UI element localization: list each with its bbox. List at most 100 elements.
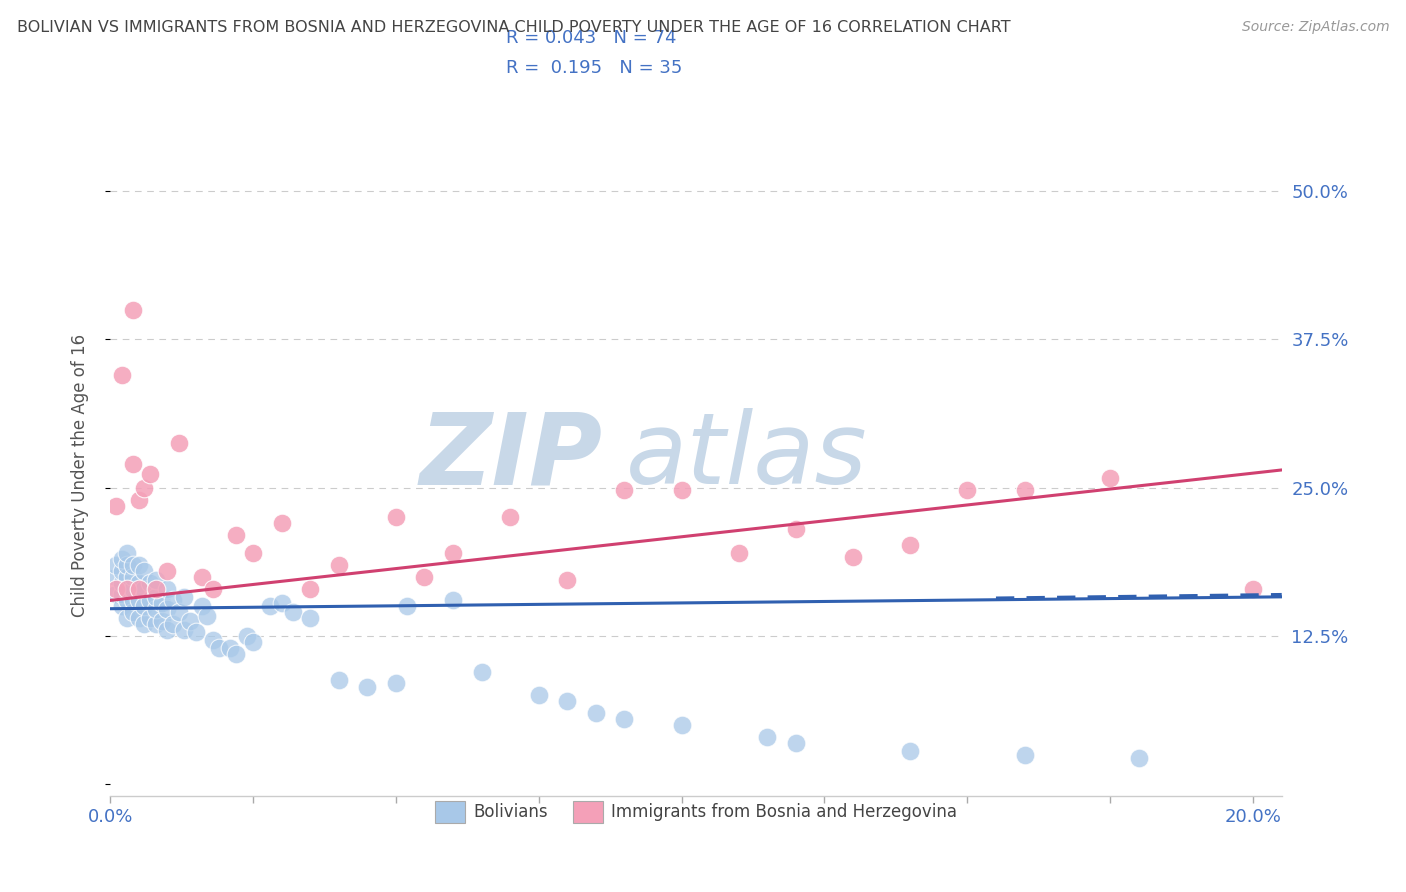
Point (555, 694, 578, 708)
Point (115, 611, 138, 625)
Point (785, 522, 807, 536)
Point (122, 457, 145, 471)
Point (236, 629, 259, 643)
Point (110, 599, 132, 614)
Point (162, 617, 184, 632)
Point (671, 718, 693, 732)
Point (145, 573, 167, 587)
Point (104, 558, 127, 572)
Point (122, 558, 145, 572)
Point (1014, 747, 1036, 762)
Point (585, 706, 607, 720)
Point (190, 599, 212, 614)
Point (128, 492, 150, 507)
Point (134, 564, 156, 578)
Point (110, 368, 132, 382)
Point (281, 605, 304, 619)
Point (328, 558, 350, 572)
Point (219, 640, 242, 655)
Text: atlas: atlas (626, 409, 868, 505)
Point (122, 593, 145, 607)
Point (139, 593, 162, 607)
Point (139, 467, 162, 481)
Point (110, 552, 132, 566)
Point (134, 599, 156, 614)
Point (225, 647, 247, 661)
Point (145, 582, 167, 596)
Point (898, 744, 921, 758)
Point (139, 611, 162, 625)
Point (956, 483, 979, 497)
Point (328, 673, 350, 687)
Text: R = 0.043   N = 74: R = 0.043 N = 74 (506, 29, 676, 46)
Point (156, 564, 179, 578)
Point (145, 590, 167, 604)
Point (110, 575, 132, 590)
Text: R =  0.195   N = 35: R = 0.195 N = 35 (506, 59, 682, 77)
Point (527, 688, 550, 702)
Point (173, 623, 195, 637)
Point (134, 481, 156, 495)
Point (122, 605, 145, 619)
Point (134, 617, 156, 632)
Point (122, 302, 145, 317)
Point (104, 587, 127, 601)
Point (201, 582, 224, 596)
Point (128, 611, 150, 625)
Point (299, 611, 322, 625)
Point (1099, 471, 1122, 485)
Point (115, 593, 138, 607)
Point (842, 549, 865, 564)
Point (115, 546, 138, 560)
Point (299, 582, 322, 596)
Point (145, 601, 167, 615)
Point (242, 546, 264, 560)
Point (385, 676, 408, 690)
Legend: Bolivians, Immigrants from Bosnia and Herzegovina: Bolivians, Immigrants from Bosnia and He… (427, 795, 963, 830)
Point (104, 570, 127, 584)
Point (167, 435, 190, 450)
Point (150, 614, 173, 628)
Point (104, 499, 127, 513)
Point (356, 680, 378, 694)
Text: ZIP: ZIP (419, 409, 602, 505)
Point (190, 570, 212, 584)
Point (173, 590, 195, 604)
Point (1014, 483, 1036, 497)
Point (122, 582, 145, 596)
Point (128, 582, 150, 596)
Point (613, 483, 636, 497)
Point (150, 596, 173, 610)
Point (555, 573, 578, 587)
Point (156, 623, 179, 637)
Point (225, 528, 247, 542)
Point (128, 558, 150, 572)
Point (1128, 751, 1150, 765)
Point (156, 601, 179, 615)
Point (396, 599, 419, 614)
Point (110, 564, 132, 578)
Point (613, 712, 636, 726)
Point (1241, 582, 1264, 596)
Point (167, 605, 190, 619)
Point (139, 575, 162, 590)
Point (115, 582, 138, 596)
Point (270, 516, 292, 531)
Point (441, 593, 464, 607)
Point (195, 608, 218, 623)
Point (162, 593, 184, 607)
Point (208, 640, 231, 655)
Point (441, 546, 464, 560)
Point (242, 635, 264, 649)
Point (128, 575, 150, 590)
Point (471, 665, 494, 679)
Point (128, 593, 150, 607)
Point (184, 625, 207, 640)
Point (179, 614, 201, 628)
Point (115, 558, 138, 572)
Point (499, 510, 522, 524)
Text: BOLIVIAN VS IMMIGRANTS FROM BOSNIA AND HERZEGOVINA CHILD POVERTY UNDER THE AGE O: BOLIVIAN VS IMMIGRANTS FROM BOSNIA AND H… (17, 20, 1011, 35)
Point (156, 582, 179, 596)
Point (259, 599, 281, 614)
Point (134, 582, 156, 596)
